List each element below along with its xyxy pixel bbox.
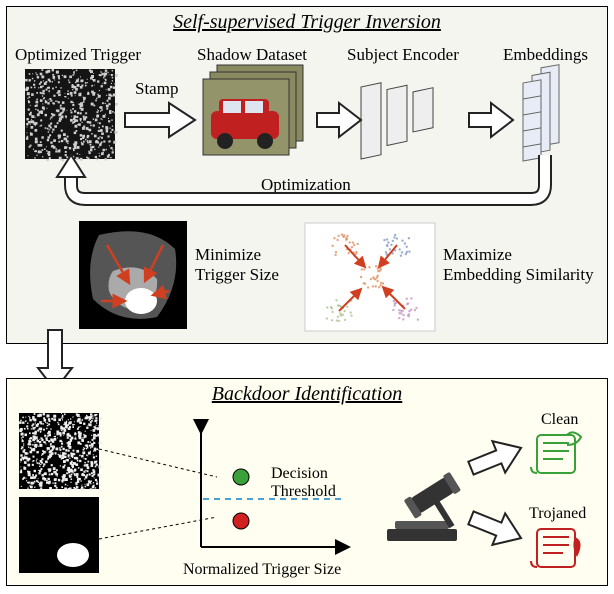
label-decision-threshold: DecisionThreshold: [271, 465, 336, 502]
arrow-to-clean: [469, 441, 523, 475]
embeddings-thumb: [523, 67, 597, 161]
arrow-stamp: [125, 103, 195, 137]
arrow-to-trojan: [469, 511, 523, 545]
maximize-embedding-thumb: [305, 223, 435, 331]
label-normalized-trigger: Normalized Trigger Size: [183, 561, 341, 579]
arrow-to-encoder: [317, 103, 361, 137]
top-panel: Self-supervised Trigger Inversion Optimi…: [6, 6, 608, 344]
label-subject-encoder: Subject Encoder: [347, 45, 459, 65]
bottom-panel-title: Backdoor Identification: [7, 383, 607, 406]
bottom-panel: Backdoor Identification DecisionThreshol…: [6, 378, 608, 586]
label-optimized-trigger: Optimized Trigger: [15, 45, 141, 65]
label-stamp: Stamp: [135, 79, 178, 99]
label-shadow-dataset: Shadow Dataset: [197, 45, 307, 65]
trojan-scroll-icon: [529, 523, 589, 573]
clean-scroll-icon: [529, 429, 589, 479]
arrow-optimization: [45, 155, 561, 211]
optimized-trigger-thumb: [25, 69, 115, 159]
minimize-trigger-thumb: [79, 221, 187, 329]
label-trojaned: Trojaned: [529, 505, 586, 523]
shadow-dataset-thumb: [203, 65, 313, 159]
arrow-to-embeddings: [469, 103, 513, 137]
label-minimize-trigger: MinimizeTrigger Size: [195, 245, 279, 286]
top-panel-title: Self-supervised Trigger Inversion: [7, 11, 607, 34]
gavel-icon: [381, 459, 471, 549]
subject-encoder-thumb: [361, 69, 471, 159]
label-embeddings: Embeddings: [503, 45, 588, 65]
mask-noisy-thumb: [19, 413, 99, 489]
label-maximize-embedding: MaximizeEmbedding Similarity: [443, 245, 594, 286]
mask-clean-thumb: [19, 497, 99, 573]
label-clean: Clean: [541, 411, 578, 429]
